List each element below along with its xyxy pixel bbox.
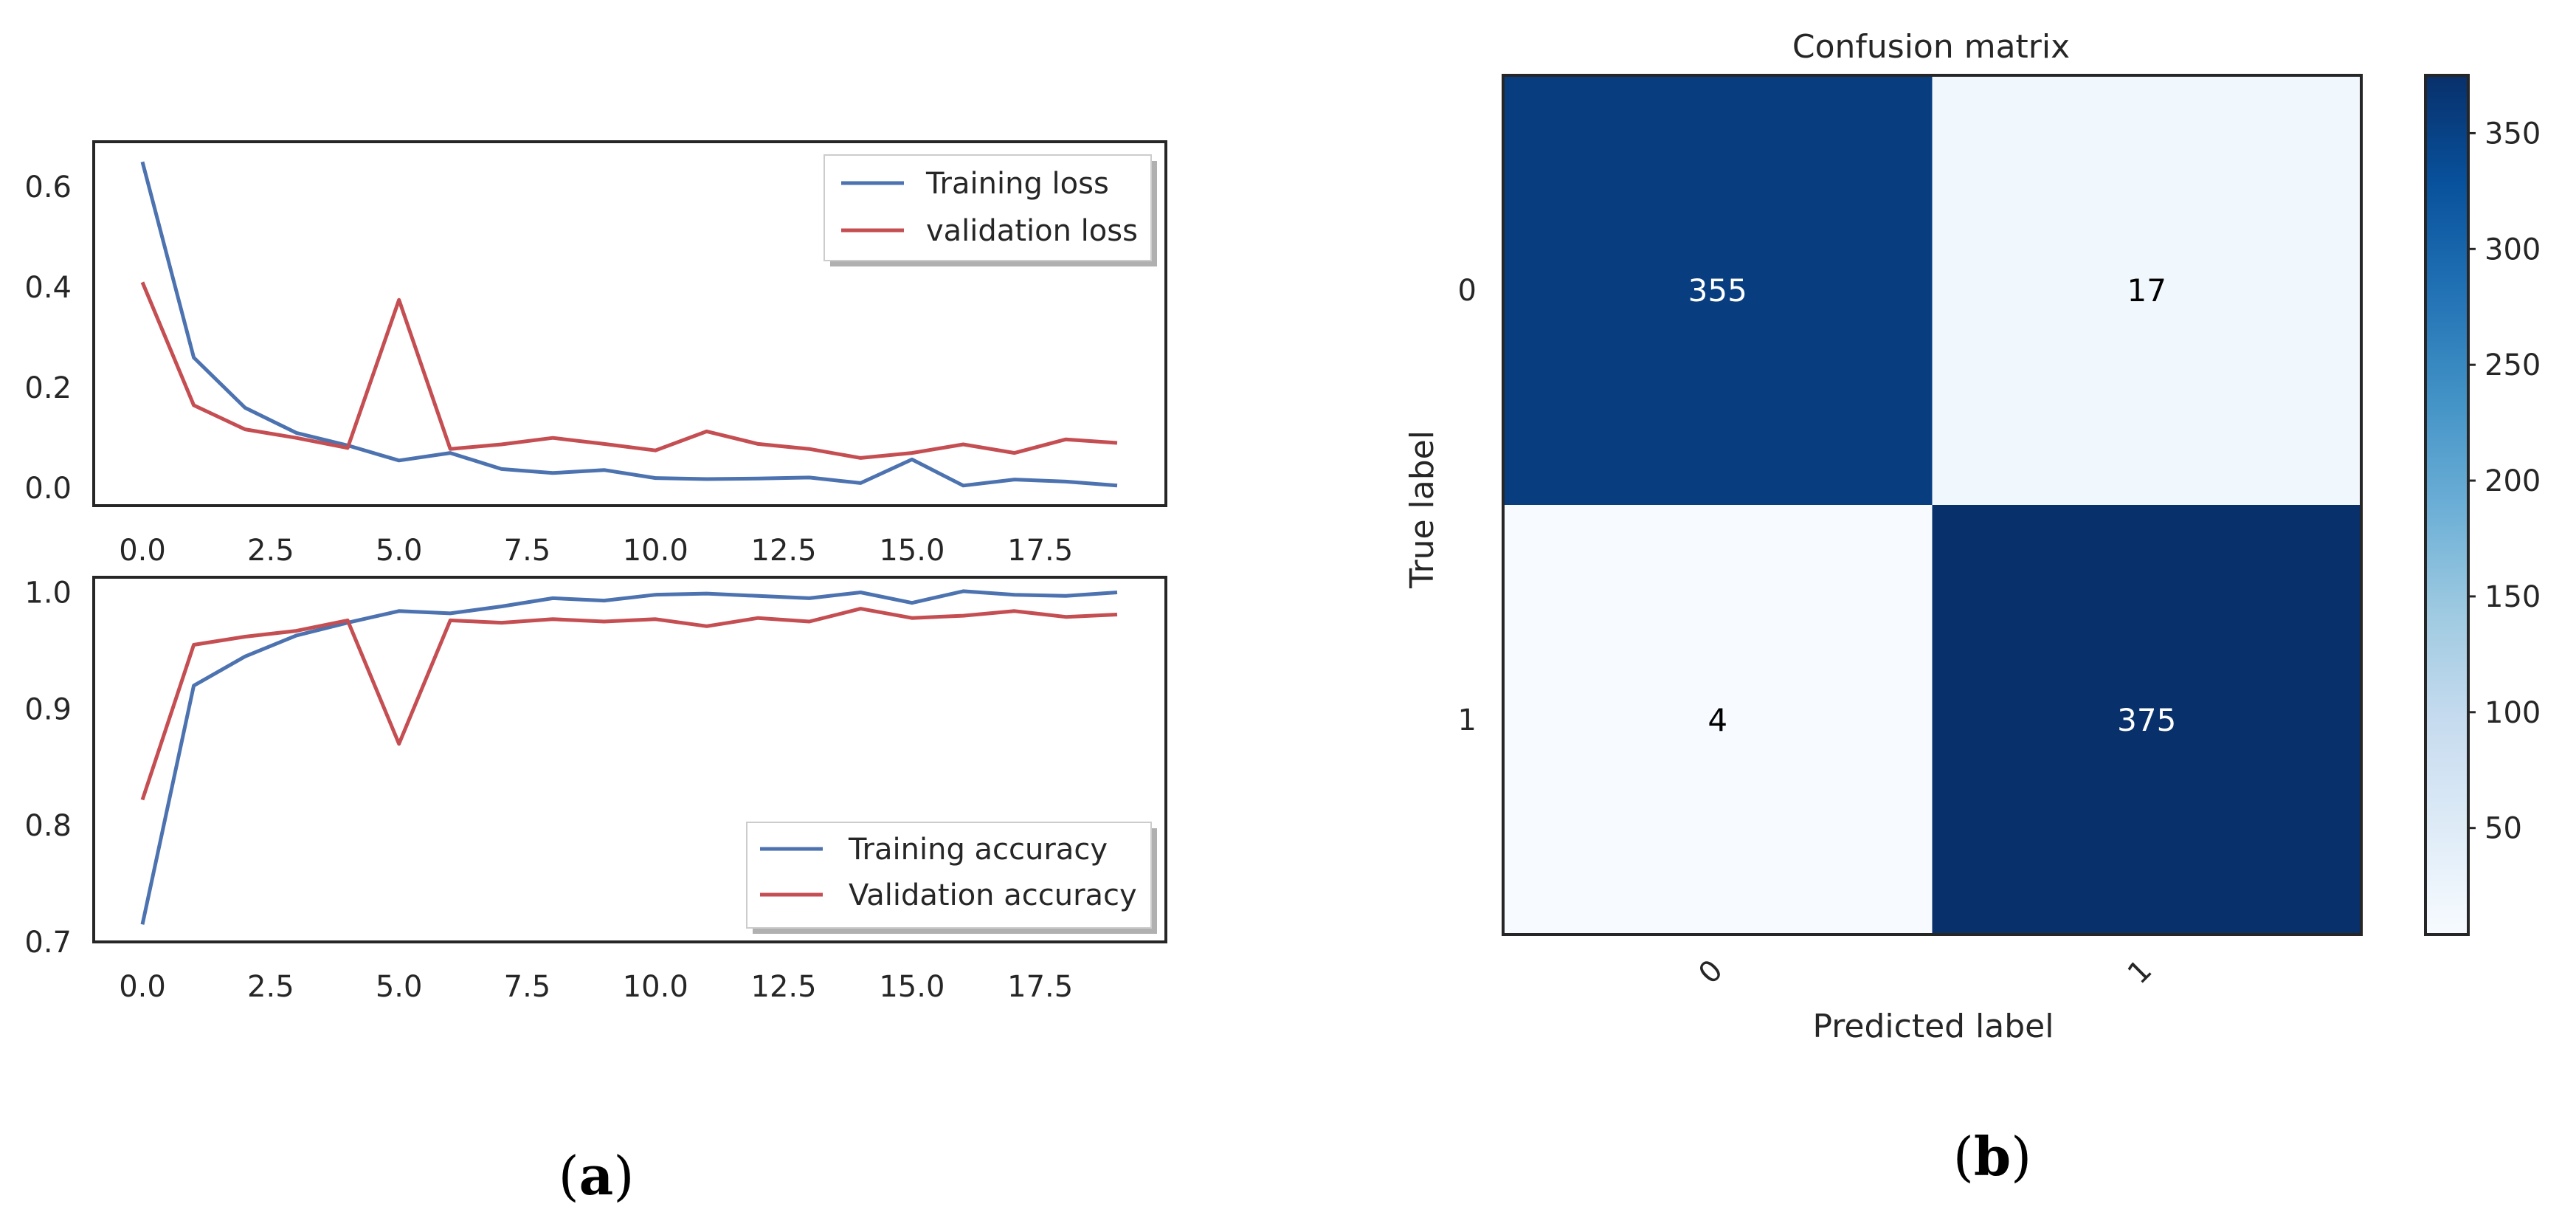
accuracy-xtick-label: 17.5 [1007, 970, 1073, 1004]
accuracy-xtick-label: 7.5 [504, 970, 551, 1004]
loss-series-training-loss [140, 161, 1118, 488]
accuracy-ytick-label: 0.9 [24, 692, 72, 726]
confusion-cell-value-0-0: 355 [1688, 272, 1747, 309]
accuracy-series-training-accuracy [140, 589, 1118, 925]
loss-series-group [140, 161, 1118, 488]
accuracy-series-validation-accuracy [140, 607, 1118, 801]
confusion-cell-1-1 [1932, 505, 2361, 935]
legend-label-training-accuracy: Training accuracy [848, 833, 1108, 867]
loss-ytick-label: 0.6 [24, 171, 72, 204]
accuracy-xtick-label: 15.0 [879, 970, 945, 1004]
confusion-cell-value-1-1: 375 [2117, 702, 2176, 738]
loss-xtick-label: 2.5 [247, 534, 294, 568]
legend-label-validation-loss: validation loss [926, 214, 1138, 248]
colorbar-tick-label: 200 [2485, 464, 2541, 498]
accuracy-y-ticks: 0.7 0.8 0.9 1.0 [24, 577, 72, 960]
accuracy-xtick-label: 0.0 [119, 970, 166, 1004]
confusion-cell-0-1 [1932, 75, 2361, 505]
confusion-row-label: 0 [1458, 274, 1477, 308]
confusion-matrix-cells: 355 17 4 375 [1503, 75, 2361, 935]
loss-xtick-label: 12.5 [751, 534, 817, 568]
loss-xtick-label: 5.0 [376, 534, 423, 568]
confusion-cell-value-0-1: 17 [2127, 272, 2166, 309]
panel-label-b-letter: b [1974, 1125, 2011, 1188]
loss-xtick-label: 15.0 [879, 534, 945, 568]
colorbar-tick-label: 50 [2485, 812, 2522, 846]
colorbar-ticks: 50 100 150 200 250 300 350 [2468, 117, 2541, 846]
colorbar-tick-label: 150 [2485, 580, 2541, 614]
panel-label-a-open: ( [559, 1145, 579, 1207]
loss-xtick-label: 0.0 [119, 534, 166, 568]
colorbar: 50 100 150 200 250 300 350 [2424, 74, 2541, 936]
accuracy-xtick-label: 10.0 [623, 970, 688, 1004]
accuracy-plot-frame [92, 576, 1167, 943]
accuracy-xtick-label: 12.5 [751, 970, 817, 1004]
accuracy-ytick-label: 0.8 [24, 809, 72, 843]
accuracy-ytick-label: 0.7 [24, 926, 72, 960]
colorbar-tick-label: 300 [2485, 233, 2541, 266]
panel-label-b-close: ) [2011, 1126, 2031, 1188]
accuracy-x-ticks: 0.0 2.5 5.0 7.5 10.0 12.5 15.0 17.5 [119, 970, 1073, 1004]
accuracy-legend: Training accuracy Validation accuracy [746, 822, 1157, 934]
panel-label-b: (b) [1953, 1125, 2032, 1188]
accuracy-legend-box [746, 822, 1152, 929]
loss-ytick-label: 0.2 [24, 371, 72, 405]
loss-xtick-label: 7.5 [504, 534, 551, 568]
loss-ytick-label: 0.0 [24, 472, 72, 506]
accuracy-xtick-label: 5.0 [376, 970, 423, 1004]
loss-ytick-label: 0.4 [24, 271, 72, 305]
accuracy-chart: 0.7 0.8 0.9 1.0 0.0 2.5 5.0 7.5 10.0 12.5 15.0 17.… [24, 576, 1167, 1004]
legend-label-training-loss: Training loss [925, 167, 1109, 201]
legend-label-validation-accuracy: Validation accuracy [849, 878, 1137, 912]
confusion-col-label: 0 [1692, 954, 1730, 991]
colorbar-tick-label: 350 [2485, 117, 2541, 151]
confusion-cell-value-1-0: 4 [1707, 702, 1727, 738]
loss-x-ticks: 0.0 2.5 5.0 7.5 10.0 12.5 15.0 17.5 [119, 534, 1073, 568]
loss-legend-box [823, 154, 1152, 261]
colorbar-gradient [2424, 74, 2470, 936]
loss-xtick-label: 10.0 [623, 534, 688, 568]
confusion-col-label: 1 [2121, 954, 2159, 991]
panel-label-a: (a) [559, 1144, 635, 1207]
accuracy-series-group [140, 589, 1118, 925]
loss-legend: Training loss validation loss [823, 154, 1157, 266]
accuracy-ytick-label: 1.0 [24, 577, 72, 610]
panel-label-a-letter: a [579, 1144, 614, 1207]
loss-y-ticks: 0.0 0.2 0.4 0.6 [24, 171, 72, 506]
confusion-matrix-frame [1502, 74, 2363, 936]
confusion-cell-1-0 [1503, 505, 1933, 935]
colorbar-tick-label: 250 [2485, 348, 2541, 382]
confusion-matrix-row-ticks: 01 [1458, 274, 1477, 737]
panel-label-a-close: ) [613, 1145, 634, 1207]
loss-plot-frame [92, 140, 1167, 507]
confusion-cell-0-0 [1503, 75, 1933, 505]
confusion-matrix-ylabel: True label [1403, 430, 1441, 589]
confusion-row-label: 1 [1458, 703, 1477, 737]
confusion-matrix-xlabel: Predicted label [1813, 1008, 2054, 1045]
accuracy-xtick-label: 2.5 [247, 970, 294, 1004]
loss-chart: 0.0 0.2 0.4 0.6 0.0 2.5 5.0 7.5 10.0 12.5 15.0 17.… [24, 140, 1167, 568]
loss-series-validation-loss [140, 281, 1118, 460]
colorbar-tick-label: 100 [2485, 696, 2541, 730]
confusion-matrix-title: Confusion matrix [1792, 28, 2070, 66]
loss-xtick-label: 17.5 [1007, 534, 1073, 568]
panel-label-b-open: ( [1953, 1126, 1974, 1188]
